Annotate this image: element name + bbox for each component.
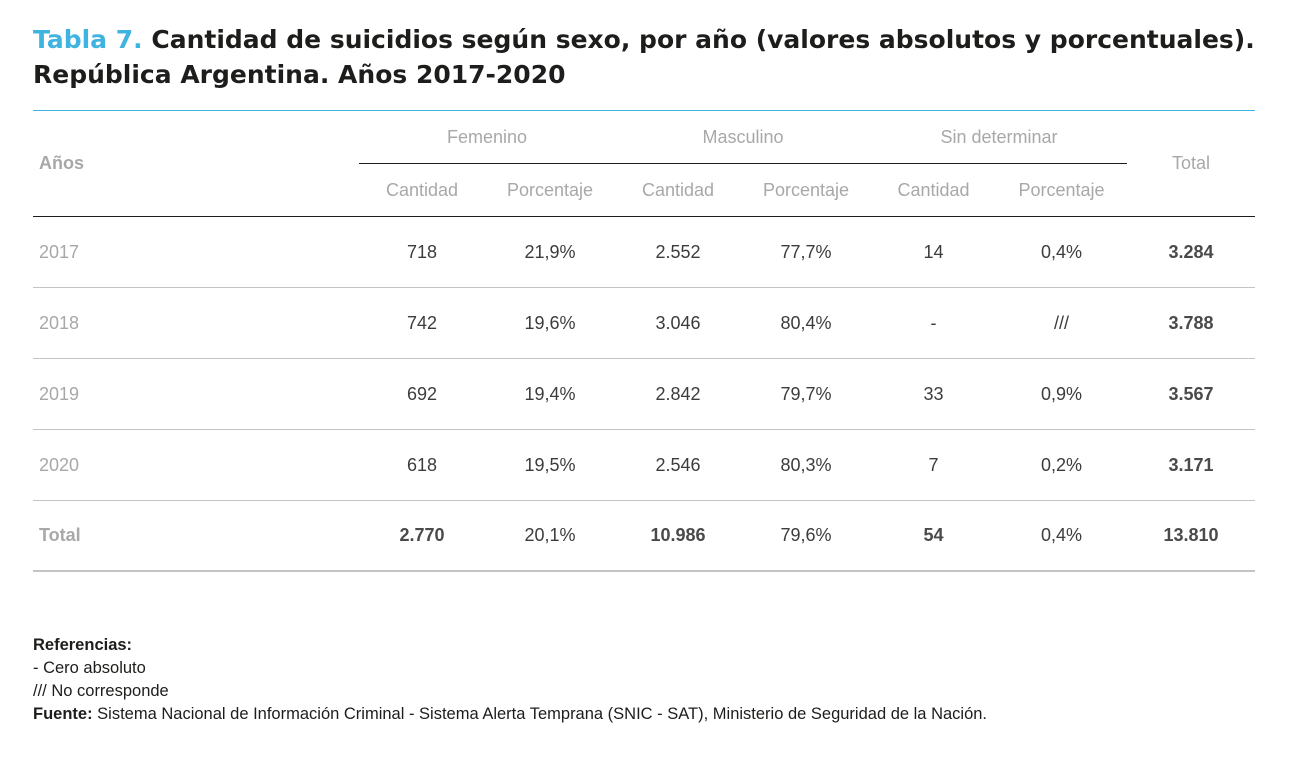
- header-group-sin-determinar: Sin determinar: [871, 111, 1128, 164]
- title-tag: Tabla 7.: [33, 25, 143, 54]
- cell-s-porcentaje: ///: [996, 287, 1128, 359]
- header-f-porcentaje: Porcentaje: [485, 163, 616, 217]
- cell-f-porcentaje: 19,5%: [485, 429, 616, 501]
- table-row: 2019 692 19,4% 2.842 79,7% 33 0,9% 3.567: [33, 358, 1256, 430]
- total-f-cantidad: 2.770: [359, 500, 485, 572]
- total-row-label: Total: [33, 500, 359, 572]
- cell-total: 3.788: [1127, 287, 1256, 359]
- table-row: 2017 718 21,9% 2.552 77,7% 14 0,4% 3.284: [33, 216, 1256, 288]
- cell-s-cantidad: 33: [871, 358, 997, 430]
- cell-m-cantidad: 2.546: [615, 429, 742, 501]
- cell-f-cantidad: 742: [359, 287, 485, 359]
- cell-s-cantidad: 7: [871, 429, 997, 501]
- reference-not-applicable: /// No corresponde: [33, 682, 169, 700]
- suicides-table: Años Femenino Masculino Sin determinar T…: [33, 111, 1256, 572]
- source-label: Fuente:: [33, 705, 93, 723]
- cell-s-cantidad: -: [871, 287, 997, 359]
- header-m-cantidad: Cantidad: [615, 163, 742, 217]
- title-divider: [33, 110, 1255, 111]
- header-s-porcentaje: Porcentaje: [996, 163, 1128, 217]
- cell-m-cantidad: 2.552: [615, 216, 742, 288]
- cell-f-cantidad: 618: [359, 429, 485, 501]
- header-group-femenino: Femenino: [359, 111, 616, 164]
- cell-s-porcentaje: 0,9%: [996, 358, 1128, 430]
- row-year: 2018: [33, 287, 359, 359]
- references-label: Referencias:: [33, 636, 133, 654]
- row-year: 2017: [33, 216, 359, 288]
- cell-s-porcentaje: 0,4%: [996, 216, 1128, 288]
- cell-total: 3.284: [1127, 216, 1256, 288]
- total-grand: 13.810: [1127, 500, 1256, 572]
- cell-s-cantidad: 14: [871, 216, 997, 288]
- source-text: Sistema Nacional de Información Criminal…: [92, 705, 988, 723]
- row-year: 2020: [33, 429, 359, 501]
- title-line-1: Tabla 7. Cantidad de suicidios según sex…: [33, 22, 1263, 57]
- row-year: 2019: [33, 358, 359, 430]
- total-m-porcentaje: 79,6%: [741, 500, 872, 572]
- cell-f-porcentaje: 19,6%: [485, 287, 616, 359]
- table-notes: Referencias: - Cero absoluto /// No corr…: [33, 634, 987, 726]
- cell-m-cantidad: 3.046: [615, 287, 742, 359]
- total-s-porcentaje: 0,4%: [996, 500, 1128, 572]
- table-row: 2018 742 19,6% 3.046 80,4% - /// 3.788: [33, 287, 1256, 359]
- header-m-porcentaje: Porcentaje: [741, 163, 872, 217]
- cell-m-cantidad: 2.842: [615, 358, 742, 430]
- header-s-cantidad: Cantidad: [871, 163, 997, 217]
- cell-f-cantidad: 718: [359, 216, 485, 288]
- header-total: Total: [1127, 111, 1256, 217]
- title-text: Cantidad de suicidios según sexo, por añ…: [151, 25, 1255, 54]
- source-line: Fuente: Sistema Nacional de Información …: [33, 703, 987, 726]
- cell-total: 3.171: [1127, 429, 1256, 501]
- total-f-porcentaje: 20,1%: [485, 500, 616, 572]
- header-f-cantidad: Cantidad: [359, 163, 485, 217]
- total-s-cantidad: 54: [871, 500, 997, 572]
- table-title: Tabla 7. Cantidad de suicidios según sex…: [33, 22, 1263, 92]
- cell-m-porcentaje: 77,7%: [741, 216, 872, 288]
- table-row: 2020 618 19,5% 2.546 80,3% 7 0,2% 3.171: [33, 429, 1256, 501]
- cell-f-porcentaje: 21,9%: [485, 216, 616, 288]
- cell-f-porcentaje: 19,4%: [485, 358, 616, 430]
- total-m-cantidad: 10.986: [615, 500, 742, 572]
- header-group-masculino: Masculino: [615, 111, 872, 164]
- title-line-2: República Argentina. Años 2017-2020: [33, 60, 566, 89]
- cell-m-porcentaje: 79,7%: [741, 358, 872, 430]
- cell-f-cantidad: 692: [359, 358, 485, 430]
- cell-total: 3.567: [1127, 358, 1256, 430]
- table-total-row: Total 2.770 20,1% 10.986 79,6% 54 0,4% 1…: [33, 500, 1256, 572]
- cell-m-porcentaje: 80,4%: [741, 287, 872, 359]
- cell-s-porcentaje: 0,2%: [996, 429, 1128, 501]
- reference-zero: - Cero absoluto: [33, 659, 146, 677]
- cell-m-porcentaje: 80,3%: [741, 429, 872, 501]
- header-years: Años: [33, 111, 359, 217]
